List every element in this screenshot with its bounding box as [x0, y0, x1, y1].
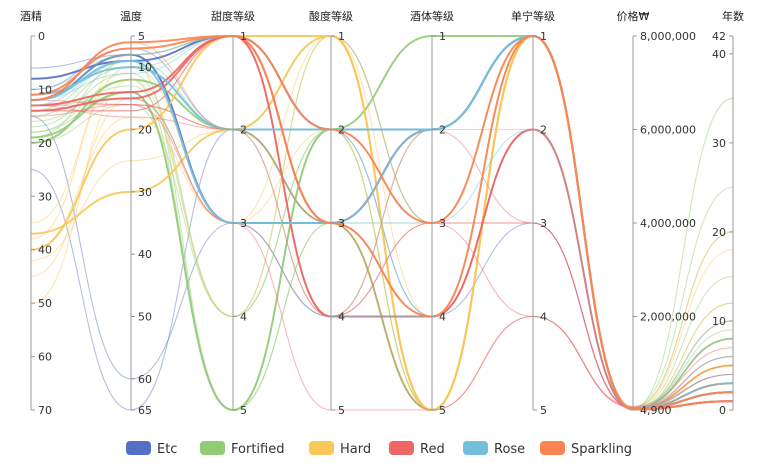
legend-swatch-fortified: [200, 441, 225, 455]
tick-label-0-2: 20: [38, 137, 52, 150]
tick-label-5-0: 1: [540, 30, 547, 43]
tick-label-7-5: 42: [712, 30, 726, 43]
axis-title-1: 温度: [120, 9, 142, 23]
legend-label-red: Red: [420, 442, 445, 457]
legend-item-hard[interactable]: Hard: [309, 441, 371, 457]
tick-label-1-7: 65: [138, 404, 152, 417]
axis-title-3: 酸度等级: [309, 9, 353, 23]
tick-label-6-3: 6,000,000: [640, 124, 696, 137]
line-red-9: [31, 35, 734, 409]
line-red-8: [30, 104, 734, 410]
axis-0: 酒精 0 10 20 30 40 50 60 70: [20, 10, 52, 417]
tick-label-7-0: 0: [719, 404, 726, 417]
tick-label-1-5: 50: [138, 311, 152, 324]
tick-label-0-1: 10: [38, 83, 52, 96]
legend-swatch-red: [389, 441, 414, 455]
tick-label-1-2: 20: [138, 124, 152, 137]
tick-label-2-4: 5: [240, 404, 247, 417]
legend-item-etc[interactable]: Etc: [126, 441, 177, 457]
tick-label-0-0: 0: [38, 30, 45, 43]
tick-label-4-4: 5: [439, 404, 446, 417]
line-red-2: [30, 104, 734, 410]
axis-title-0: 酒精: [20, 10, 42, 23]
legend-swatch-rose: [463, 441, 488, 455]
tick-label-4-0: 1: [439, 30, 446, 43]
legend-item-fortified[interactable]: Fortified: [200, 441, 284, 457]
tick-label-2-1: 2: [240, 124, 247, 137]
legend-swatch-sparkling: [540, 441, 565, 455]
tick-label-6-2: 4,000,000: [640, 217, 696, 230]
legend-label-rose: Rose: [494, 442, 525, 457]
axis-6: 价格₩ 4,900 2,000,000 4,000,000 6,000,000 8,000…: [617, 9, 696, 417]
axis-7: 年数 0 10 20 30 40 42: [712, 9, 744, 417]
tick-label-2-0: 1: [240, 30, 247, 43]
tick-label-2-2: 3: [240, 217, 247, 230]
tick-label-5-1: 2: [540, 124, 547, 137]
tick-label-0-7: 70: [38, 404, 52, 417]
tick-label-1-3: 30: [138, 186, 152, 199]
line-sparkling-2: [30, 35, 734, 410]
line-red-5: [30, 104, 734, 409]
axis-5: 单宁等级 1 2 3 4 5: [511, 9, 555, 417]
legend-item-red[interactable]: Red: [389, 441, 445, 457]
tick-label-6-1: 2,000,000: [640, 311, 696, 324]
tick-label-7-2: 20: [712, 226, 726, 239]
legend-item-rose[interactable]: Rose: [463, 441, 525, 457]
tick-label-7-4: 40: [712, 48, 726, 61]
tick-label-3-1: 2: [338, 124, 345, 137]
axis-1: 温度 5 10 20 30 40 50 60 65: [120, 9, 152, 417]
tick-label-0-5: 50: [38, 297, 52, 310]
data-lines: [30, 34, 734, 412]
axis-4: 酒体等级 1 2 3 4 5: [410, 9, 454, 417]
tick-label-7-1: 10: [712, 315, 726, 328]
tick-label-6-4: 8,000,000: [640, 30, 696, 43]
line-red-1: [30, 34, 734, 411]
tick-label-3-4: 5: [338, 404, 345, 417]
tick-label-3-0: 1: [338, 30, 345, 43]
tick-label-5-2: 3: [540, 217, 547, 230]
axis-title-7: 年数: [722, 9, 744, 23]
axis-title-4: 酒体等级: [410, 9, 454, 23]
legend-label-sparkling: Sparkling: [571, 442, 632, 457]
legend-swatch-etc: [126, 441, 151, 455]
tick-label-0-6: 60: [38, 351, 52, 364]
legend-label-hard: Hard: [340, 442, 371, 457]
line-sparkling-1: [30, 34, 734, 411]
legend-label-etc: Etc: [157, 442, 177, 457]
legend: Etc Fortified Hard Red Rose Sparkling: [126, 441, 632, 457]
tick-label-3-2: 3: [338, 217, 345, 230]
axis-title-2: 甜度等级: [211, 9, 255, 23]
legend-swatch-hard: [309, 441, 334, 455]
axis-title-5: 单宁等级: [511, 9, 555, 23]
tick-label-4-2: 3: [439, 217, 446, 230]
tick-label-3-3: 4: [338, 311, 345, 324]
tick-label-4-1: 2: [439, 124, 446, 137]
tick-label-4-3: 4: [439, 311, 446, 324]
tick-label-2-3: 4: [240, 311, 247, 324]
tick-label-5-4: 5: [540, 404, 547, 417]
line-red-4: [30, 99, 734, 410]
line-red-7: [30, 35, 734, 407]
line-red-6: [30, 97, 734, 411]
tick-label-6-0: 4,900: [640, 404, 672, 417]
legend-label-fortified: Fortified: [231, 442, 284, 457]
line-rose-3: [30, 66, 734, 410]
legend-item-sparkling[interactable]: Sparkling: [540, 441, 632, 457]
line-fortified-5: [30, 60, 734, 410]
tick-label-1-4: 40: [138, 248, 152, 261]
tick-label-1-1: 10: [138, 61, 152, 74]
axis-2: 甜度等级 1 2 3 4 5: [211, 9, 255, 417]
tick-label-7-3: 30: [712, 137, 726, 150]
tick-label-0-4: 40: [38, 244, 52, 257]
tick-label-1-0: 5: [138, 30, 145, 43]
line-red-3: [31, 35, 734, 411]
tick-label-0-3: 30: [38, 190, 52, 203]
axes: 酒精010203040506070温度510203040506065甜度等级12…: [20, 9, 744, 417]
tick-label-1-6: 60: [138, 373, 152, 386]
axis-3: 酸度等级 1 2 3 4 5: [309, 9, 353, 417]
axis-title-6: 价格₩: [617, 9, 650, 23]
tick-label-5-3: 4: [540, 311, 547, 324]
